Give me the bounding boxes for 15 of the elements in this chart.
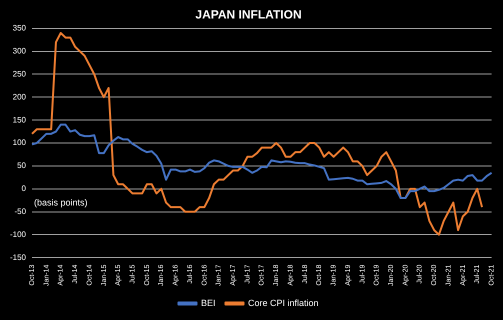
y-tick-label: -150 xyxy=(10,252,27,262)
y-tick-label: 100 xyxy=(12,138,27,148)
annotation: (basis points) xyxy=(34,197,88,208)
legend-label: BEI xyxy=(200,298,216,308)
y-tick-label: 200 xyxy=(12,92,27,102)
legend-label: Core CPI inflation xyxy=(248,298,319,308)
y-tick-label: -100 xyxy=(10,230,27,239)
y-tick-label: 50 xyxy=(17,161,27,170)
y-tick-label: 350 xyxy=(12,24,27,33)
chart-title: JAPAN INFLATION xyxy=(195,8,302,22)
y-tick-label: 0 xyxy=(22,184,27,194)
y-tick-label: -50 xyxy=(14,206,27,216)
y-tick-label: 150 xyxy=(12,115,27,124)
y-tick-label: 250 xyxy=(12,69,27,78)
y-tick-label: 300 xyxy=(12,46,27,56)
